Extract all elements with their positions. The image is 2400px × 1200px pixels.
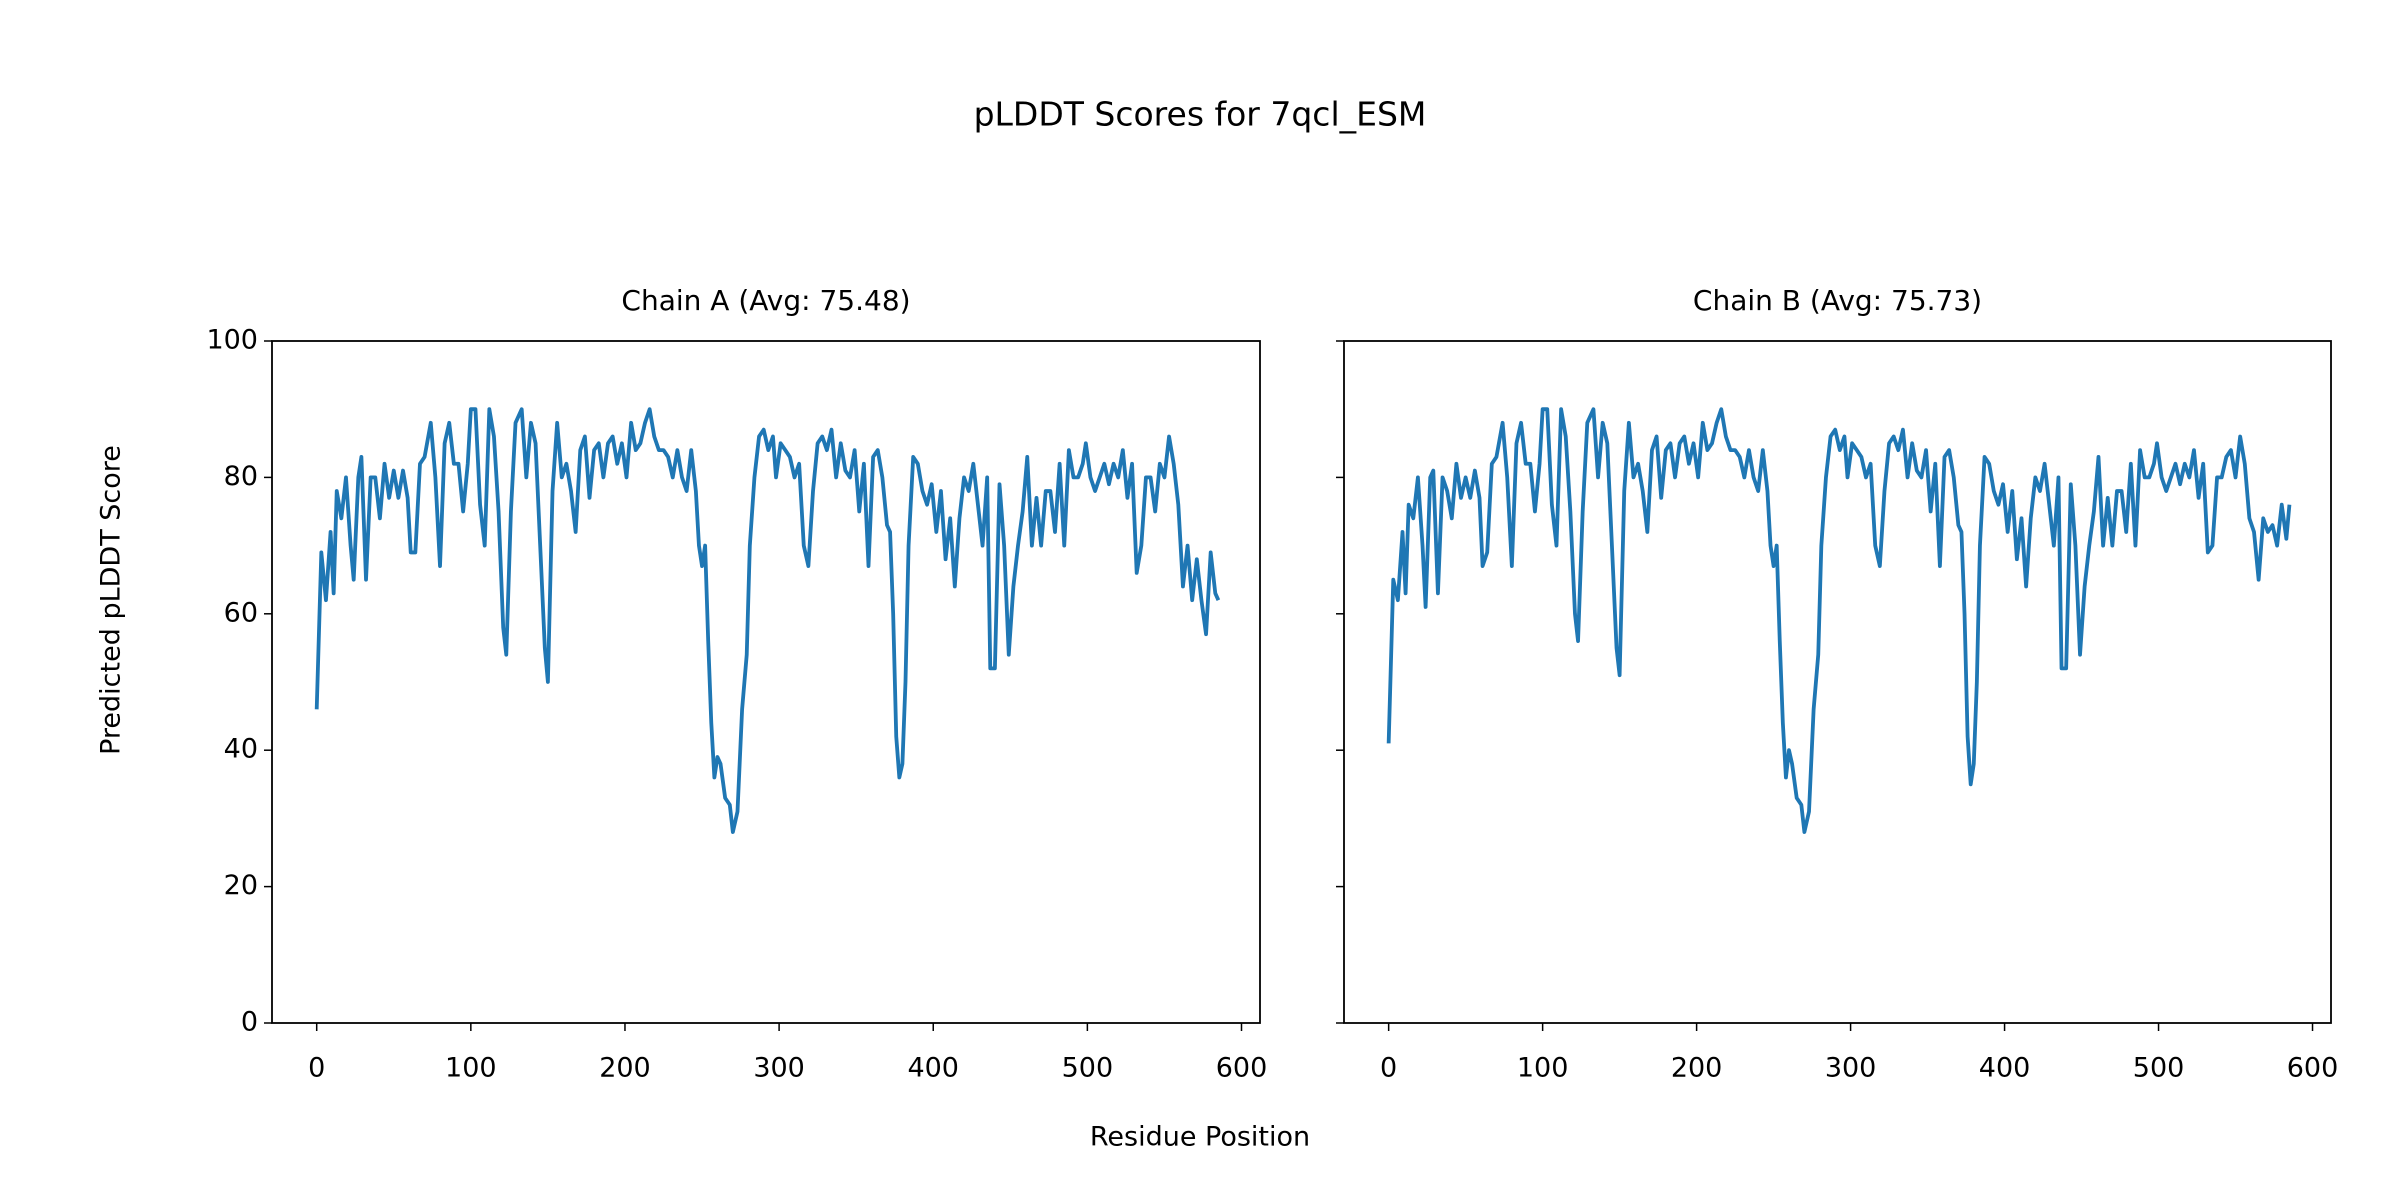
x-tick-label: 200 bbox=[1671, 1053, 1723, 1084]
y-tick-label: 60 bbox=[224, 597, 258, 628]
y-tick-label: 0 bbox=[241, 1007, 258, 1038]
y-tick-label: 20 bbox=[224, 870, 258, 901]
x-tick-label: 500 bbox=[2133, 1053, 2185, 1084]
x-tick-label: 100 bbox=[1517, 1053, 1569, 1084]
figure-title: pLDDT Scores for 7qcl_ESM bbox=[974, 95, 1427, 134]
x-tick-label: 200 bbox=[599, 1053, 651, 1084]
data-line bbox=[1386, 407, 2292, 834]
data-line bbox=[314, 407, 1221, 834]
x-tick-label: 300 bbox=[1825, 1053, 1877, 1084]
axes-frame bbox=[1343, 340, 2332, 1024]
y-tick-label: 40 bbox=[224, 734, 258, 765]
axes-frame bbox=[271, 340, 1261, 1024]
x-axis-label: Residue Position bbox=[1090, 1122, 1310, 1153]
x-tick-label: 600 bbox=[1216, 1053, 1268, 1084]
y-axis-label: Predicted pLDDT Score bbox=[96, 445, 127, 755]
subplot-title: Chain A (Avg: 75.48) bbox=[621, 284, 910, 317]
y-tick-label: 100 bbox=[206, 325, 258, 356]
x-tick-label: 300 bbox=[753, 1053, 805, 1084]
x-tick-label: 600 bbox=[2287, 1053, 2339, 1084]
x-tick-label: 100 bbox=[445, 1053, 497, 1084]
x-tick-label: 400 bbox=[1979, 1053, 2031, 1084]
x-tick-label: 400 bbox=[907, 1053, 959, 1084]
x-tick-label: 0 bbox=[308, 1053, 325, 1084]
x-tick-label: 500 bbox=[1062, 1053, 1114, 1084]
y-tick-label: 80 bbox=[224, 461, 258, 492]
x-tick-label: 0 bbox=[1380, 1053, 1397, 1084]
subplot-title: Chain B (Avg: 75.73) bbox=[1693, 284, 1982, 317]
